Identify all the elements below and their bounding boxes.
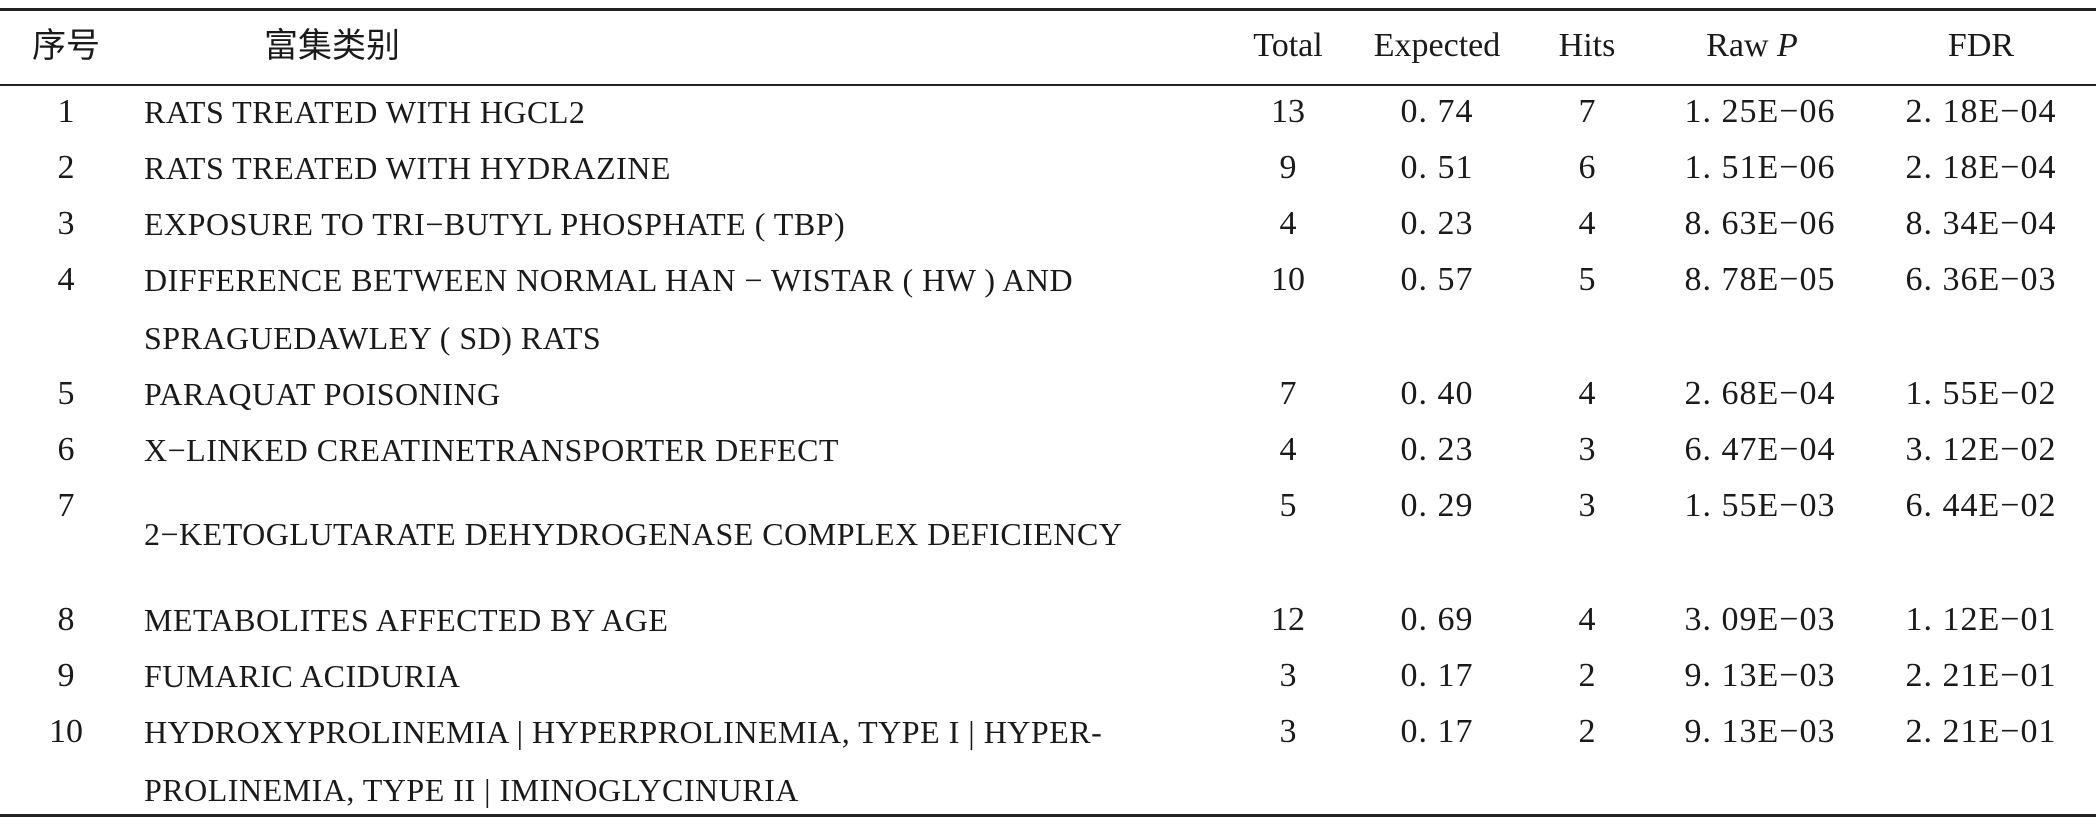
row-expected: 0. 40 [1400, 375, 1474, 412]
row-hits: 5 [1578, 261, 1596, 298]
row-fdr: 2. 21E−01 [1905, 657, 2057, 694]
row-expected: 0. 57 [1400, 261, 1474, 298]
row-expected: 0. 51 [1400, 149, 1474, 186]
row-total: 7 [1279, 375, 1297, 412]
row-raw-p: 9. 13E−03 [1684, 713, 1836, 750]
row-raw-p: 8. 78E−05 [1684, 261, 1836, 298]
table-header-rule [0, 84, 2096, 86]
row-hits: 4 [1578, 375, 1596, 412]
row-category-line: METABOLITES AFFECTED BY AGE [144, 602, 669, 638]
row-category-line: HYDROXYPROLINEMIA | HYPERPROLINEMIA, TYP… [144, 714, 1103, 750]
header-total: Total [1253, 27, 1323, 64]
row-total: 5 [1279, 487, 1297, 524]
header-raw-p: Raw P [1706, 26, 1798, 66]
header-fdr: FDR [1947, 27, 2015, 64]
row-fdr: 2. 21E−01 [1905, 713, 2057, 750]
row-total: 3 [1279, 657, 1297, 694]
row-index: 1 [57, 93, 75, 130]
row-raw-p: 9. 13E−03 [1684, 657, 1836, 694]
row-category-line: DIFFERENCE BETWEEN NORMAL HAN − WISTAR (… [144, 262, 1074, 298]
row-index: 8 [57, 601, 75, 638]
row-fdr: 8. 34E−04 [1905, 205, 2057, 242]
row-fdr: 2. 18E−04 [1905, 149, 2057, 186]
row-total: 12 [1271, 601, 1305, 638]
row-expected: 0. 23 [1400, 205, 1474, 242]
row-raw-p: 6. 47E−04 [1684, 431, 1836, 468]
row-index: 2 [57, 149, 75, 186]
row-category-line: 2−KETOGLUTARATE DEHYDROGENASE COMPLEX DE… [144, 516, 1123, 552]
row-index: 9 [57, 657, 75, 694]
row-raw-p: 1. 55E−03 [1684, 487, 1836, 524]
row-index: 4 [57, 261, 75, 298]
row-fdr: 6. 44E−02 [1905, 487, 2057, 524]
row-fdr: 1. 12E−01 [1905, 601, 2057, 638]
row-hits: 4 [1578, 601, 1596, 638]
row-category-line: PROLINEMIA, TYPE II | IMINOGLYCINURIA [144, 772, 799, 808]
row-fdr: 6. 36E−03 [1905, 261, 2057, 298]
row-raw-p: 3. 09E−03 [1684, 601, 1836, 638]
row-fdr: 3. 12E−02 [1905, 431, 2057, 468]
row-expected: 0. 17 [1400, 713, 1474, 750]
row-expected: 0. 74 [1400, 93, 1474, 130]
row-fdr: 2. 18E−04 [1905, 93, 2057, 130]
row-category-line: FUMARIC ACIDURIA [144, 658, 461, 694]
row-hits: 7 [1578, 93, 1596, 130]
table-bottom-rule [0, 814, 2096, 817]
row-total: 3 [1279, 713, 1297, 750]
row-hits: 4 [1578, 205, 1596, 242]
row-index: 7 [57, 487, 75, 524]
row-index: 6 [57, 431, 75, 468]
row-hits: 3 [1578, 487, 1596, 524]
row-expected: 0. 23 [1400, 431, 1474, 468]
row-raw-p: 2. 68E−04 [1684, 375, 1836, 412]
row-raw-p: 8. 63E−06 [1684, 205, 1836, 242]
header-category: 富集类别 [264, 26, 400, 66]
row-index: 5 [57, 375, 75, 412]
row-hits: 2 [1578, 713, 1596, 750]
row-category-line: RATS TREATED WITH HYDRAZINE [144, 150, 671, 186]
row-total: 9 [1279, 149, 1297, 186]
row-category-line: EXPOSURE TO TRI−BUTYL PHOSPHATE ( TBP) [144, 206, 846, 242]
row-total: 4 [1279, 431, 1297, 468]
row-category-line: PARAQUAT POISONING [144, 376, 501, 412]
row-expected: 0. 17 [1400, 657, 1474, 694]
row-expected: 0. 69 [1400, 601, 1474, 638]
header-raw-p-italic: P [1777, 27, 1798, 64]
header-index: 序号 [32, 26, 100, 66]
row-total: 13 [1271, 93, 1305, 130]
row-index: 3 [57, 205, 75, 242]
row-raw-p: 1. 25E−06 [1684, 93, 1836, 130]
row-category-line: SPRAGUEDAWLEY ( SD) RATS [144, 320, 602, 356]
row-category-line: X−LINKED CREATINETRANSPORTER DEFECT [144, 432, 839, 468]
row-index: 10 [49, 713, 83, 750]
row-fdr: 1. 55E−02 [1905, 375, 2057, 412]
header-hits: Hits [1558, 27, 1616, 64]
table-top-rule [0, 8, 2096, 11]
row-total: 10 [1271, 261, 1305, 298]
row-hits: 6 [1578, 149, 1596, 186]
row-expected: 0. 29 [1400, 487, 1474, 524]
row-raw-p: 1. 51E−06 [1684, 149, 1836, 186]
header-raw-p-prefix: Raw [1706, 27, 1769, 64]
header-expected: Expected [1373, 27, 1501, 64]
row-total: 4 [1279, 205, 1297, 242]
row-hits: 2 [1578, 657, 1596, 694]
row-category-line: RATS TREATED WITH HGCL2 [144, 94, 586, 130]
row-hits: 3 [1578, 431, 1596, 468]
